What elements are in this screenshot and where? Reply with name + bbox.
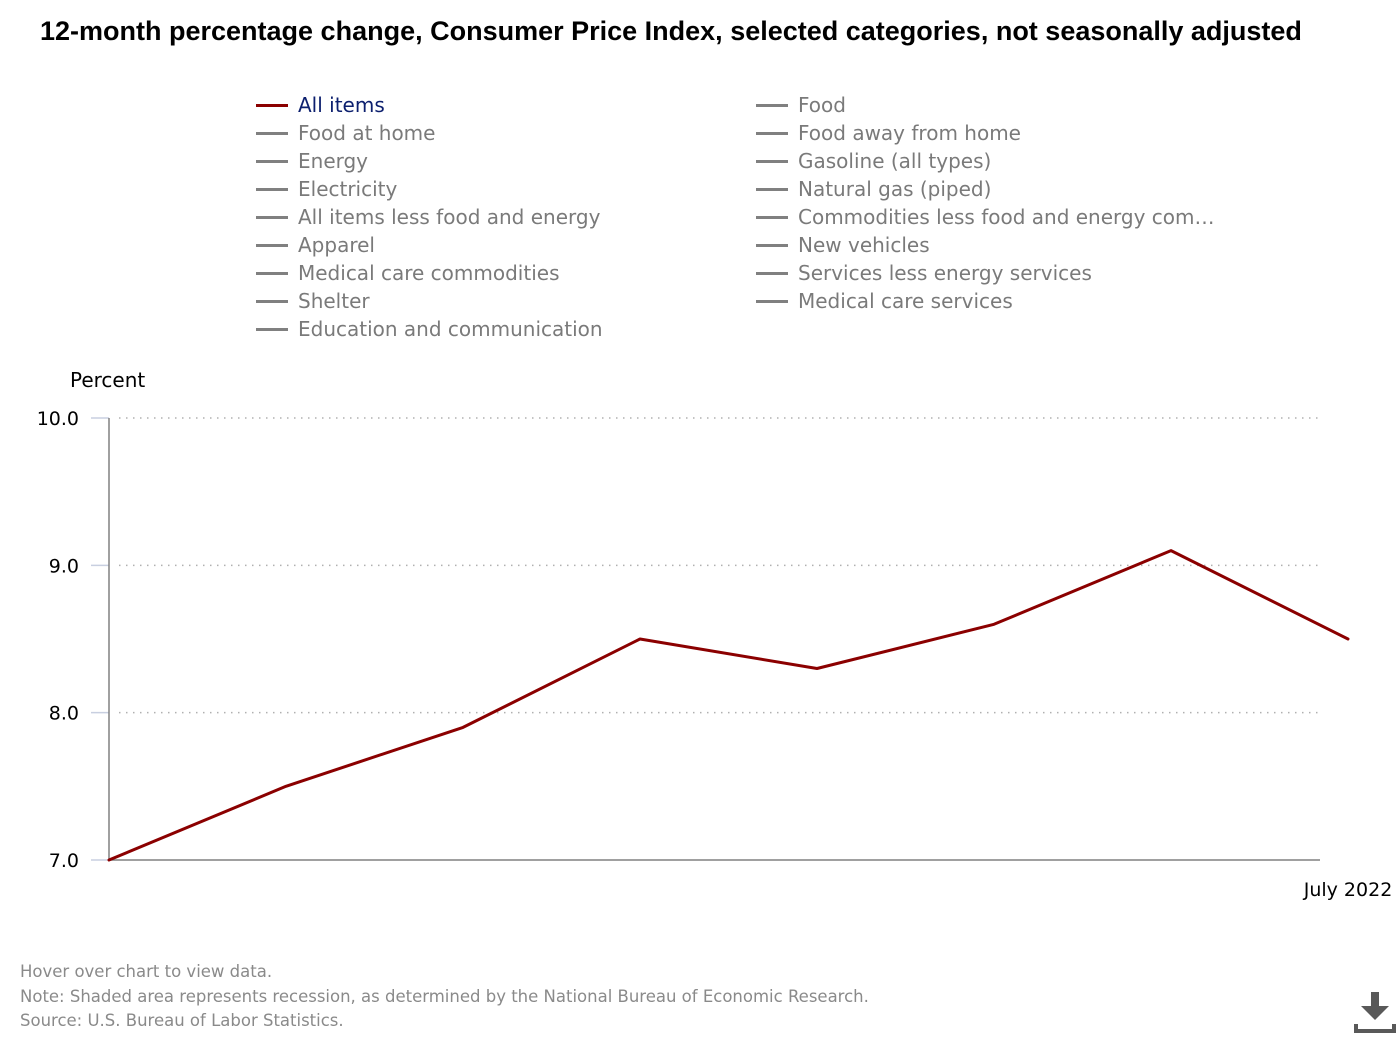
y-tick-label: 8.0 xyxy=(49,703,79,725)
legend-swatch xyxy=(756,160,788,163)
legend-label: Shelter xyxy=(298,289,370,313)
legend-swatch xyxy=(256,244,288,247)
source-note: Source: U.S. Bureau of Labor Statistics. xyxy=(20,1011,344,1030)
legend-label: Services less energy services xyxy=(798,261,1092,285)
y-tick-label: 9.0 xyxy=(49,555,79,577)
legend-label: Energy xyxy=(298,149,369,173)
legend-item-commodities-less-food-and-energy-com[interactable]: Commodities less food and energy com… xyxy=(756,205,1215,229)
data-point[interactable] xyxy=(635,634,645,644)
legend-label: Education and communication xyxy=(298,317,603,341)
line-chart[interactable]: Percent 10.0 9.0 8.0 7.0 July 2022 xyxy=(0,0,1400,960)
legend-swatch xyxy=(256,160,288,163)
legend-swatch xyxy=(756,132,788,135)
download-icon xyxy=(1354,992,1396,1033)
legend-swatch xyxy=(256,132,288,135)
y-tick-label: 10.0 xyxy=(37,408,79,430)
data-point[interactable] xyxy=(1343,634,1353,644)
legend-label: Electricity xyxy=(298,177,398,201)
grid-lines xyxy=(119,417,1320,714)
recession-note: Note: Shaded area represents recession, … xyxy=(20,987,869,1006)
legend-label: All items xyxy=(298,93,385,117)
data-point[interactable] xyxy=(281,781,291,791)
legend-swatch xyxy=(256,328,288,331)
chart-title: 12-month percentage change, Consumer Pri… xyxy=(40,16,1302,46)
legend-label: Food away from home xyxy=(798,121,1021,145)
legend-label: Medical care services xyxy=(798,289,1013,313)
legend-item-electricity[interactable]: Electricity xyxy=(256,177,397,201)
legend-swatch xyxy=(256,300,288,303)
tick-labels: 10.0 9.0 8.0 7.0 July 2022 xyxy=(37,408,1393,901)
legend-item-food[interactable]: Food xyxy=(756,93,846,117)
legend-item-energy[interactable]: Energy xyxy=(256,149,368,173)
legend-swatch xyxy=(756,300,788,303)
legend-item-medical-care-commodities[interactable]: Medical care commodities xyxy=(256,261,559,285)
legend-item-natural-gas-piped[interactable]: Natural gas (piped) xyxy=(756,177,991,201)
legend-swatch xyxy=(756,216,788,219)
y-axis-label: Percent xyxy=(70,368,145,392)
legend-swatch xyxy=(756,244,788,247)
data-point[interactable] xyxy=(989,619,999,629)
legend-item-all-items-less-food-and-energy[interactable]: All items less food and energy xyxy=(256,205,600,229)
legend-swatch xyxy=(256,188,288,191)
legend-item-food-at-home[interactable]: Food at home xyxy=(256,121,435,145)
legend-label: Gasoline (all types) xyxy=(798,149,992,173)
legend-item-gasoline-all-types[interactable]: Gasoline (all types) xyxy=(756,149,991,173)
download-button[interactable] xyxy=(1352,990,1398,1036)
data-point[interactable] xyxy=(1166,546,1176,556)
data-point[interactable] xyxy=(104,855,114,865)
axes xyxy=(91,417,1320,861)
series-line-all-items[interactable] xyxy=(107,549,1350,862)
legend-item-medical-care-services[interactable]: Medical care services xyxy=(756,289,1013,313)
legend-item-shelter[interactable]: Shelter xyxy=(256,289,370,313)
y-tick-label: 7.0 xyxy=(49,850,79,872)
legend-swatch xyxy=(756,188,788,191)
legend-item-all-items[interactable]: All items xyxy=(256,93,385,117)
legend-item-apparel[interactable]: Apparel xyxy=(256,233,375,257)
legend-swatch xyxy=(256,272,288,275)
legend-swatch xyxy=(756,104,788,107)
legend-item-education-and-communication[interactable]: Education and communication xyxy=(256,317,603,341)
data-point[interactable] xyxy=(458,722,468,732)
legend-label: Food xyxy=(798,93,846,117)
legend-item-food-away-from-home[interactable]: Food away from home xyxy=(756,121,1021,145)
series-layer[interactable] xyxy=(104,546,1353,865)
data-point[interactable] xyxy=(812,663,822,673)
legend-label: Medical care commodities xyxy=(298,261,560,285)
legend-label: Commodities less food and energy com… xyxy=(798,205,1215,229)
legend-label: All items less food and energy xyxy=(298,205,601,229)
legend-item-services-less-energy-services[interactable]: Services less energy services xyxy=(756,261,1092,285)
legend-swatch xyxy=(256,104,288,107)
legend-label: Food at home xyxy=(298,121,436,145)
legend-label: Natural gas (piped) xyxy=(798,177,992,201)
legend-label: New vehicles xyxy=(798,233,930,257)
legend-swatch xyxy=(756,272,788,275)
x-tick-label: July 2022 xyxy=(1303,879,1393,901)
legend-swatch xyxy=(256,216,288,219)
legend-item-new-vehicles[interactable]: New vehicles xyxy=(756,233,930,257)
legend-label: Apparel xyxy=(298,233,375,257)
hover-note: Hover over chart to view data. xyxy=(20,962,273,981)
